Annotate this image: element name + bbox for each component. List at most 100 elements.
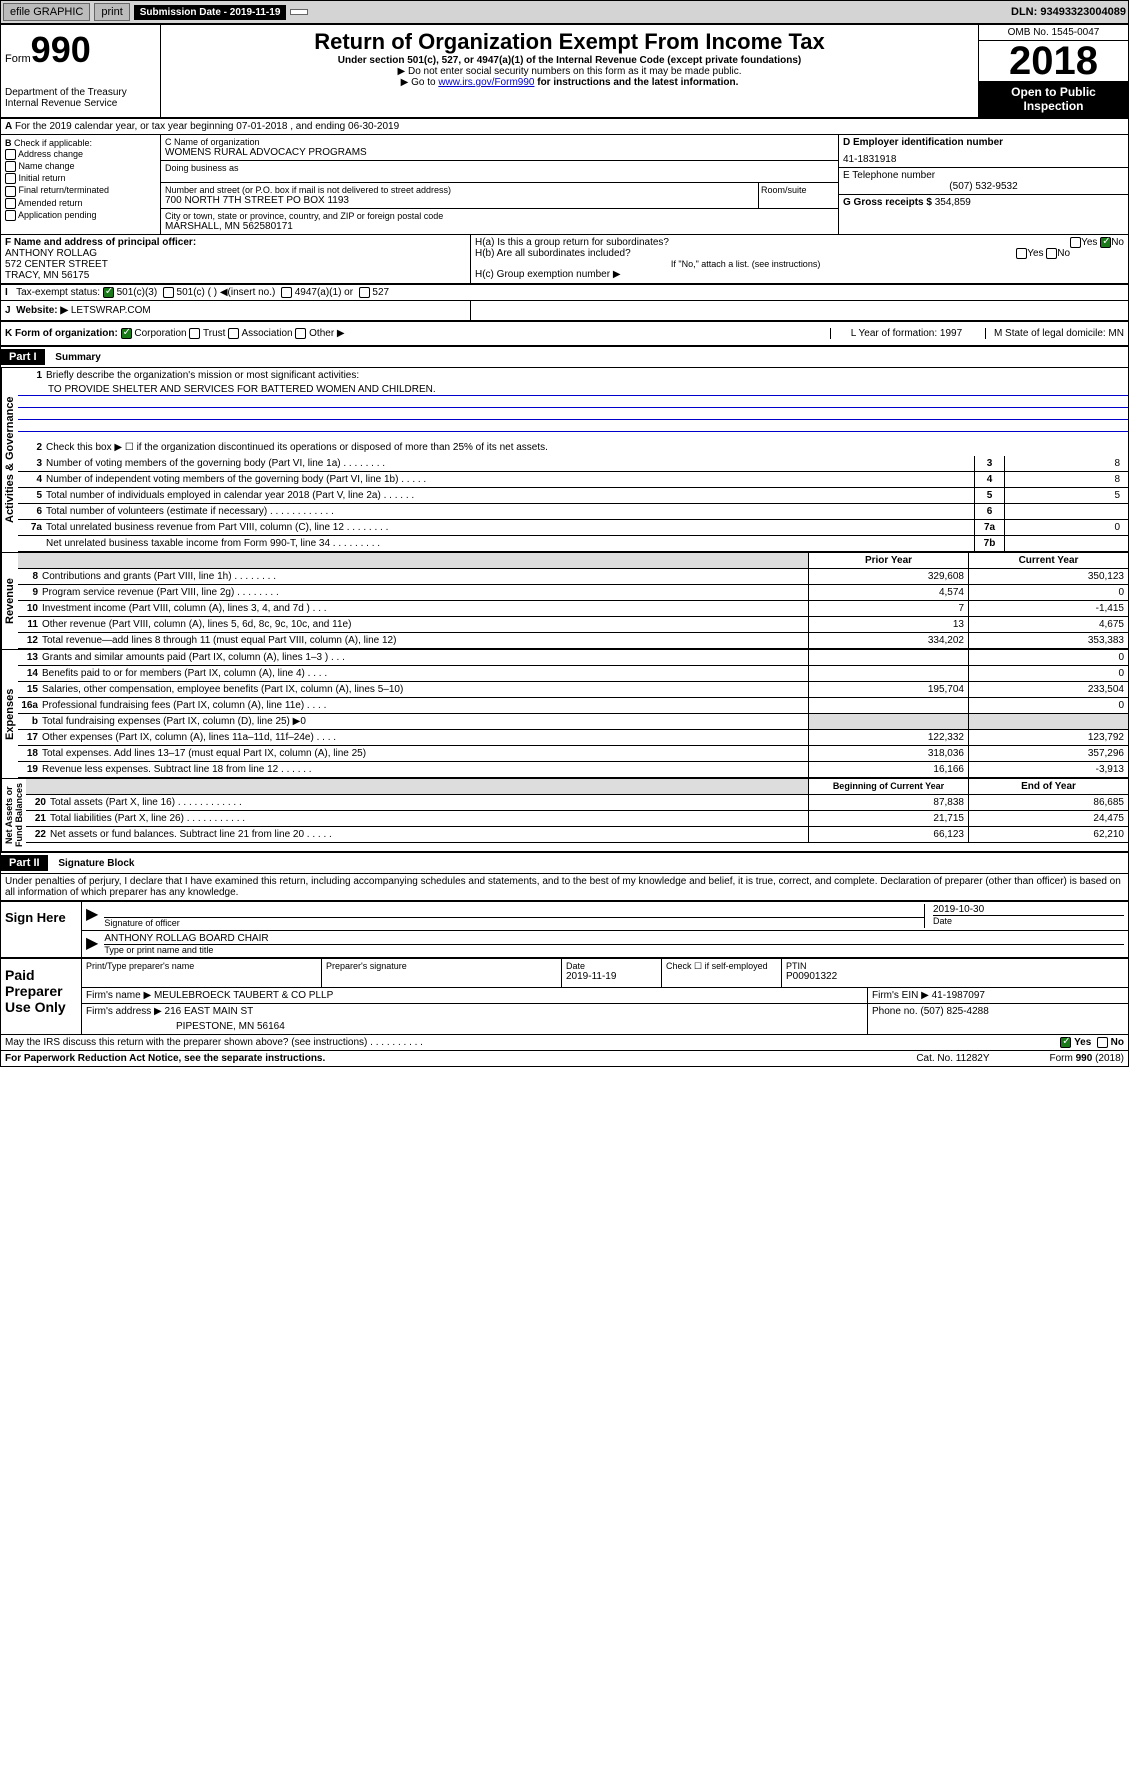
- line-text: Total assets (Part X, line 16) . . . . .…: [50, 795, 808, 810]
- current-value: 24,475: [968, 811, 1128, 826]
- 527-chk[interactable]: [359, 287, 370, 298]
- paperwork-notice: For Paperwork Reduction Act Notice, see …: [5, 1053, 325, 1064]
- prior-value: [808, 714, 968, 729]
- prior-value: 13: [808, 617, 968, 632]
- topbar: efile GRAPHIC print Submission Date - 20…: [0, 0, 1129, 24]
- part1-title: Summary: [55, 352, 101, 363]
- form-subtitle: Under section 501(c), 527, or 4947(a)(1)…: [169, 55, 970, 66]
- ptin: P00901322: [786, 971, 1124, 982]
- f-officer-label: F Name and address of principal officer:: [5, 237, 466, 248]
- prior-value: 87,838: [808, 795, 968, 810]
- vlabel-netassets: Net Assets or Fund Balances: [1, 779, 26, 851]
- date-label: Date: [933, 916, 1124, 926]
- 501c-chk[interactable]: [163, 287, 174, 298]
- prior-year-hdr: Prior Year: [808, 553, 968, 568]
- k-label: K Form of organization:: [5, 328, 118, 339]
- ein: 41-1831918: [843, 154, 1124, 165]
- form-990: Form990 Department of the Treasury Inter…: [0, 24, 1129, 1067]
- line-text: Total number of individuals employed in …: [46, 490, 974, 501]
- opt-527: 527: [372, 287, 389, 298]
- current-value: -3,913: [968, 762, 1128, 777]
- line-text: Investment income (Part VIII, column (A)…: [42, 601, 808, 616]
- sig-arrow-icon: ▶: [86, 904, 98, 928]
- print-btn[interactable]: print: [94, 3, 129, 21]
- b-checkbox[interactable]: [5, 186, 16, 197]
- ha-label: H(a) Is this a group return for subordin…: [475, 237, 669, 248]
- e-phone-label: E Telephone number: [843, 170, 1124, 181]
- eoy-hdr: End of Year: [968, 779, 1128, 794]
- current-value: -1,415: [968, 601, 1128, 616]
- hb-no-chk[interactable]: [1046, 248, 1057, 259]
- dln: DLN: 93493323004089: [1011, 6, 1126, 18]
- prior-value: [808, 698, 968, 713]
- hb-yes-chk[interactable]: [1016, 248, 1027, 259]
- b-checkbox[interactable]: [5, 161, 16, 172]
- city-label: City or town, state or province, country…: [165, 211, 834, 221]
- line-text: Total unrelated business revenue from Pa…: [46, 522, 974, 533]
- k-corp-chk[interactable]: [121, 328, 132, 339]
- hb-label: H(b) Are all subordinates included?: [475, 248, 631, 259]
- prior-value: [808, 650, 968, 665]
- hb-note: If "No," attach a list. (see instruction…: [475, 259, 1124, 269]
- no-label: No: [1111, 1037, 1124, 1048]
- efile-btn[interactable]: efile GRAPHIC: [3, 3, 90, 21]
- discuss-yes-chk[interactable]: [1060, 1037, 1071, 1048]
- line-text: Contributions and grants (Part VIII, lin…: [42, 569, 808, 584]
- line-text: Revenue less expenses. Subtract line 18 …: [42, 762, 808, 777]
- current-value: [968, 714, 1128, 729]
- mission: TO PROVIDE SHELTER AND SERVICES FOR BATT…: [18, 384, 1128, 396]
- k-assoc: Association: [241, 328, 292, 339]
- perjury-text: Under penalties of perjury, I declare th…: [1, 874, 1128, 900]
- k-trust: Trust: [203, 328, 225, 339]
- g-gross-label: G Gross receipts $: [843, 197, 932, 208]
- room-label: Room/suite: [761, 185, 836, 195]
- irs-link[interactable]: www.irs.gov/Form990: [438, 77, 534, 88]
- paid-preparer-label: Paid Preparer Use Only: [1, 959, 81, 1034]
- prep-phone: (507) 825-4288: [920, 1006, 988, 1017]
- line-value: [1004, 504, 1124, 519]
- current-value: 4,675: [968, 617, 1128, 632]
- form-header: Form990 Department of the Treasury Inter…: [1, 25, 1128, 119]
- current-value: 350,123: [968, 569, 1128, 584]
- m-state: M State of legal domicile: MN: [985, 328, 1124, 339]
- line-text: Net assets or fund balances. Subtract li…: [50, 827, 808, 842]
- discuss-no-chk[interactable]: [1097, 1037, 1108, 1048]
- part2-hdr: Part II: [1, 855, 48, 871]
- sign-here-label: Sign Here: [1, 902, 81, 957]
- b-checkbox[interactable]: [5, 210, 16, 221]
- current-value: 86,685: [968, 795, 1128, 810]
- box-b-checkboxes: B Check if applicable: Address change Na…: [1, 135, 161, 234]
- prior-value: 7: [808, 601, 968, 616]
- line-text: Other expenses (Part IX, column (A), lin…: [42, 730, 808, 745]
- org-name: WOMENS RURAL ADVOCACY PROGRAMS: [165, 147, 834, 158]
- k-corp: Corporation: [134, 328, 186, 339]
- b-checkbox[interactable]: [5, 173, 16, 184]
- prior-value: 329,608: [808, 569, 968, 584]
- line-text: Total expenses. Add lines 13–17 (must eq…: [42, 746, 808, 761]
- 501c3-chk[interactable]: [103, 287, 114, 298]
- line-text: Other revenue (Part VIII, column (A), li…: [42, 617, 808, 632]
- line-text: Net unrelated business taxable income fr…: [46, 538, 974, 549]
- form-title: Return of Organization Exempt From Incom…: [169, 29, 970, 55]
- line-value: 5: [1004, 488, 1124, 503]
- k-other: Other ▶: [309, 328, 344, 339]
- line-text: Professional fundraising fees (Part IX, …: [42, 698, 808, 713]
- opt-501c3: 501(c)(3): [117, 287, 158, 298]
- d-ein-label: D Employer identification number: [843, 137, 1124, 148]
- website: LETSWRAP.COM: [71, 305, 151, 316]
- ha-no-chk[interactable]: [1100, 237, 1111, 248]
- b-checkbox[interactable]: [5, 149, 16, 160]
- b-checkbox[interactable]: [5, 198, 16, 209]
- ptin-label: PTIN: [786, 961, 1124, 971]
- k-trust-chk[interactable]: [189, 328, 200, 339]
- k-other-chk[interactable]: [295, 328, 306, 339]
- 4947-chk[interactable]: [281, 287, 292, 298]
- ha-yes-chk[interactable]: [1070, 237, 1081, 248]
- form-number: 990: [31, 29, 91, 70]
- k-assoc-chk[interactable]: [228, 328, 239, 339]
- line-value: [1004, 536, 1124, 551]
- cat-no: Cat. No. 11282Y: [916, 1053, 989, 1064]
- c-name-label: C Name of organization: [165, 137, 834, 147]
- subdate-box: [290, 9, 308, 15]
- street-address: 700 NORTH 7TH STREET PO BOX 1193: [165, 195, 754, 206]
